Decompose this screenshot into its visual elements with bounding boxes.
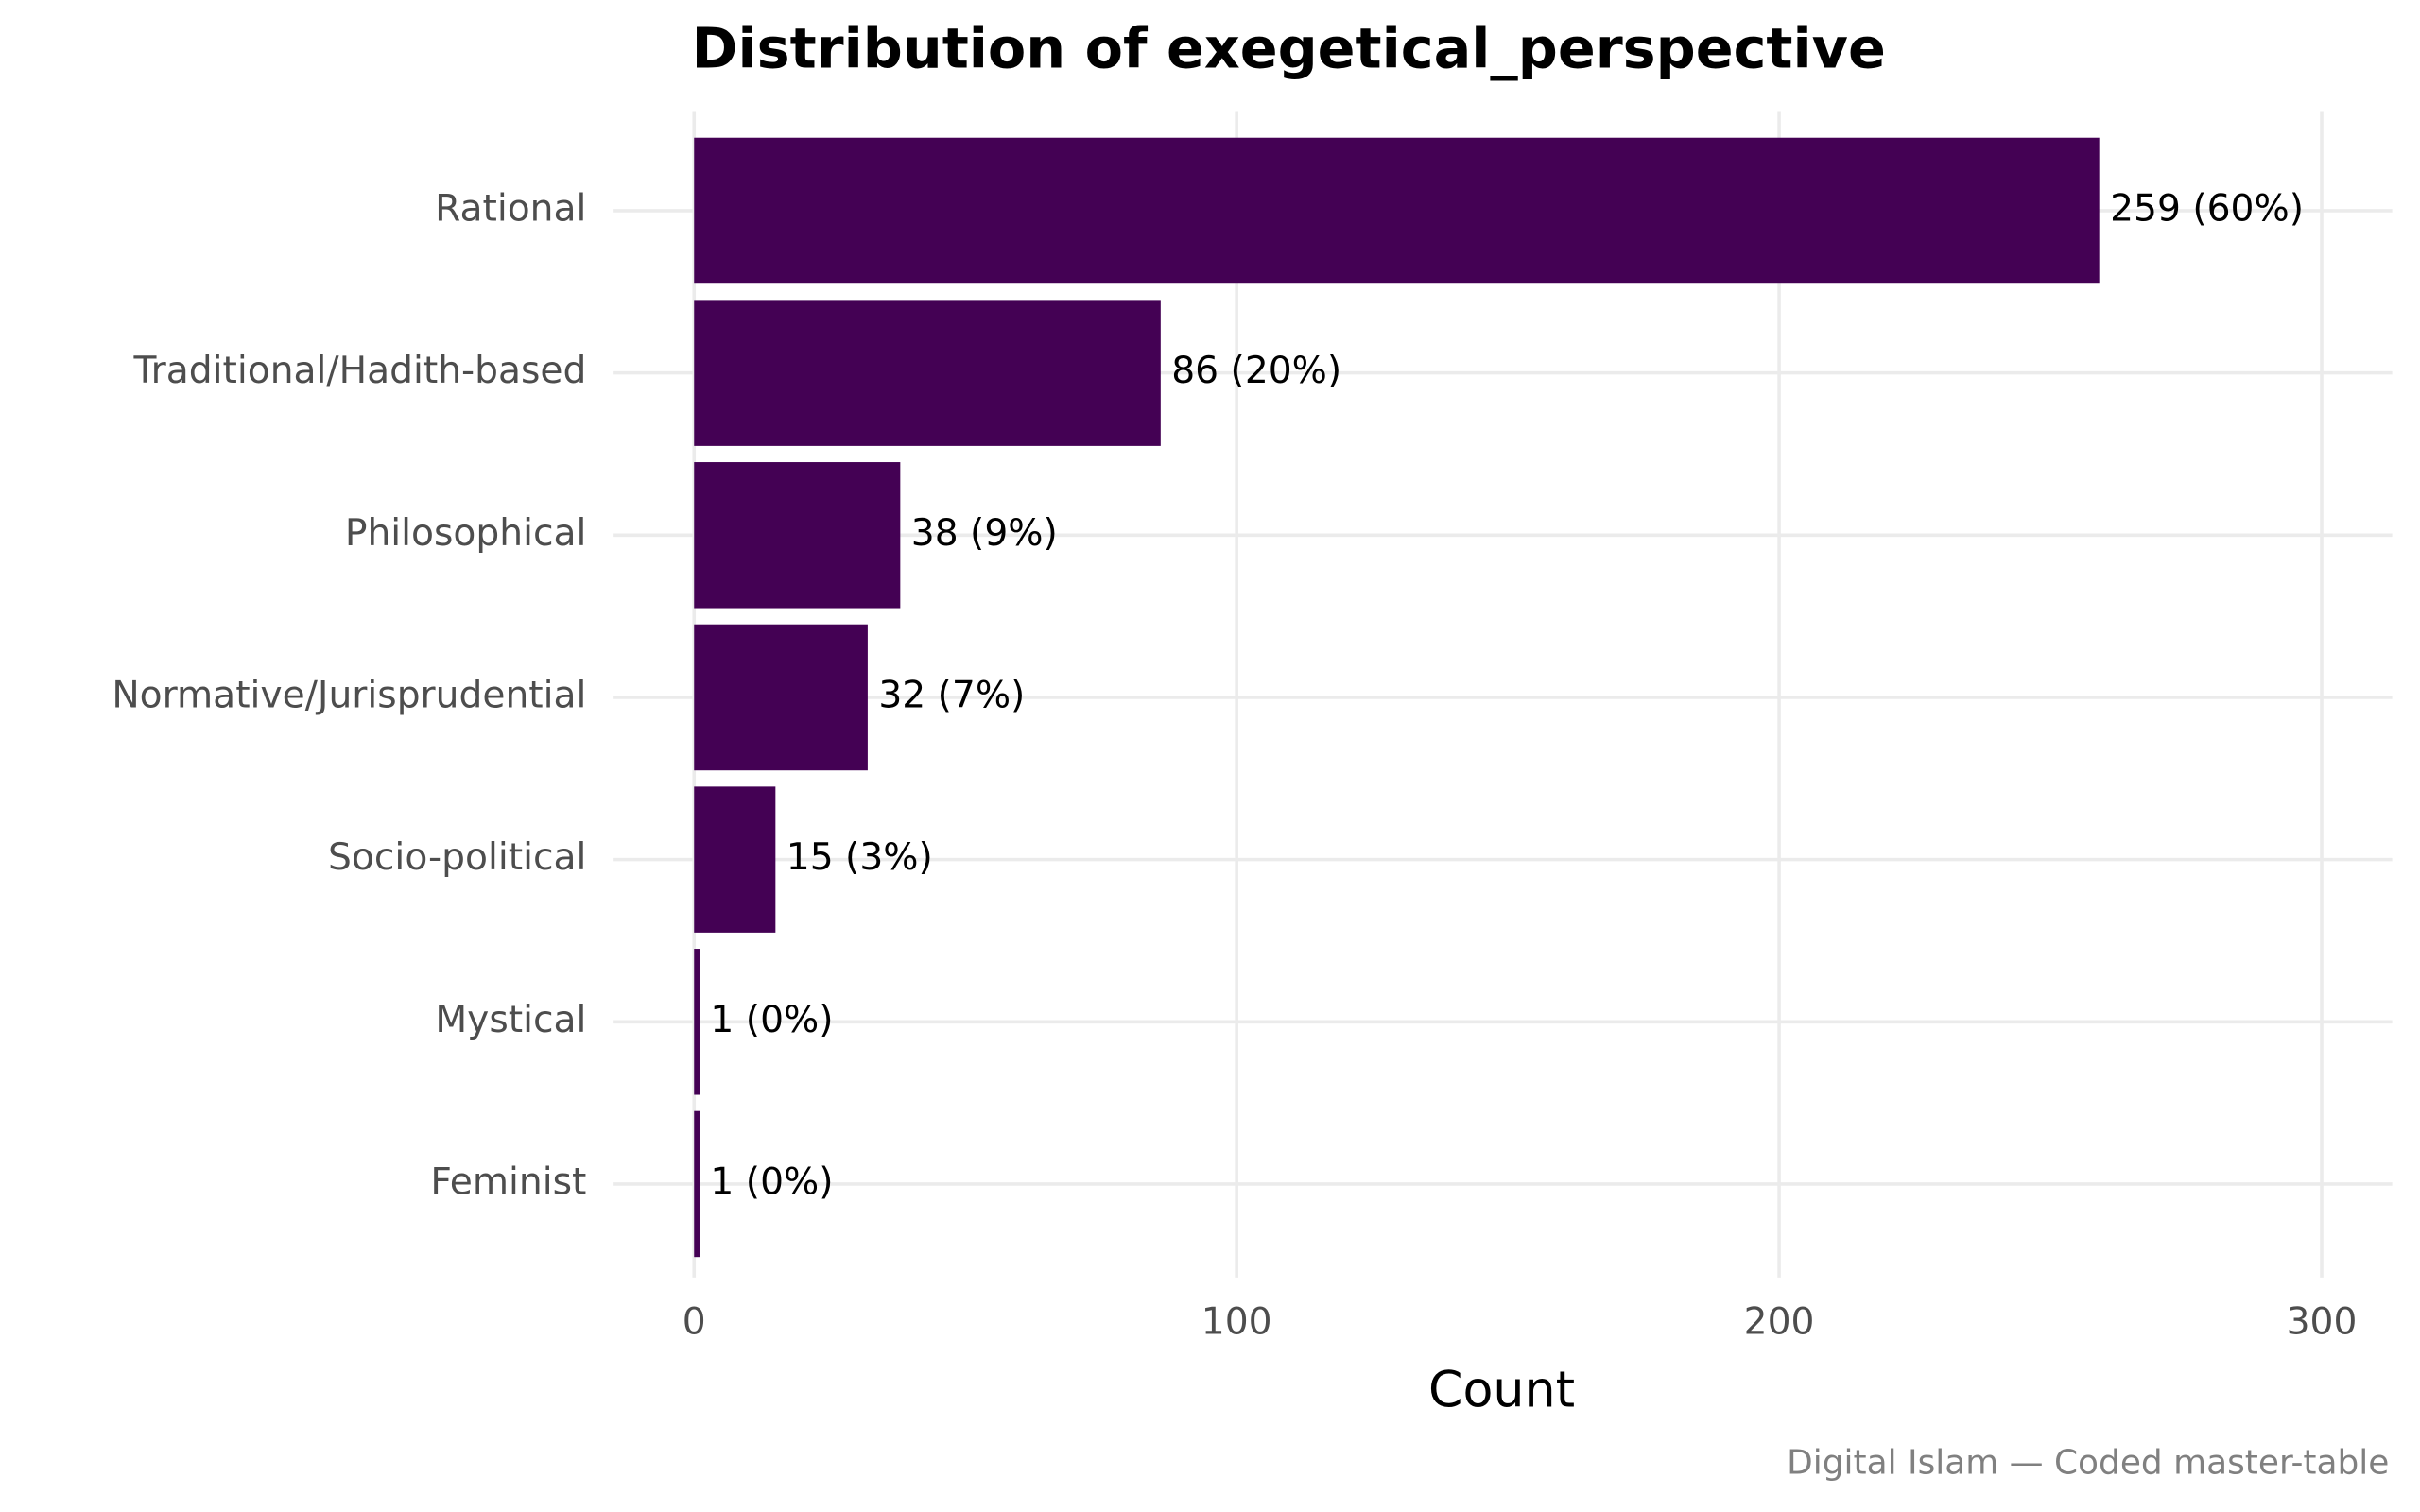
x-tick-label: 200 (1744, 1300, 1815, 1343)
value-label: 32 (7%) (878, 674, 1025, 716)
value-label: 259 (60%) (2110, 187, 2304, 230)
caption: Digital Islam — Coded master-table (1787, 1443, 2389, 1482)
bar (694, 624, 868, 771)
y-tick-label: Mystical (435, 999, 586, 1041)
y-tick-label: Rational (435, 187, 586, 230)
y-tick-label: Socio-political (328, 836, 586, 879)
y-tick-label: Philosophical (345, 512, 587, 555)
x-tick-label: 300 (2287, 1300, 2358, 1343)
x-tick-label: 100 (1201, 1300, 1272, 1343)
value-label: 15 (3%) (786, 836, 933, 879)
value-label: 1 (0%) (710, 999, 833, 1041)
bar (694, 949, 700, 1095)
bar (694, 1110, 700, 1258)
bar (694, 137, 2100, 284)
y-tick-label: Feminist (430, 1160, 586, 1203)
bar (694, 786, 776, 933)
value-label: 1 (0%) (710, 1160, 833, 1203)
x-axis-label: Count (1428, 1362, 1575, 1418)
y-tick-label: Normative/Jurisprudential (112, 674, 586, 716)
value-label: 38 (9%) (911, 512, 1058, 555)
x-tick-label: 0 (683, 1300, 706, 1343)
bar (694, 300, 1161, 446)
bar (694, 462, 901, 609)
value-label: 86 (20%) (1171, 350, 1341, 392)
y-tick-label: Traditional/Hadith-based (132, 350, 586, 392)
chart-title: Distribution of exegetical_perspective (692, 16, 1886, 81)
